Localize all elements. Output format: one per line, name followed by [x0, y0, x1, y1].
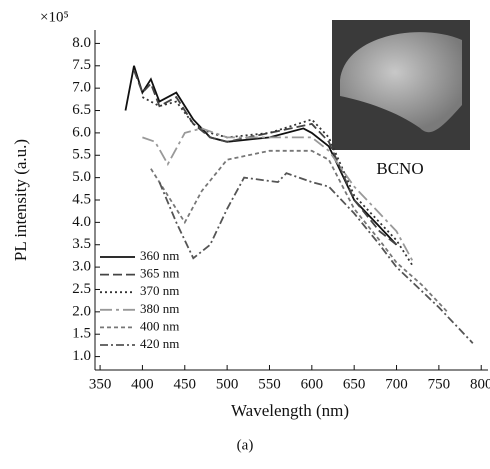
legend-label: 365 nm	[140, 266, 179, 281]
y-tick-label: 6.5	[72, 102, 91, 118]
x-tick-label: 700	[385, 376, 408, 392]
x-tick-label: 350	[89, 376, 112, 392]
x-tick-label: 550	[258, 376, 281, 392]
series-line	[158, 172, 474, 344]
series-line	[150, 149, 448, 313]
y-tick-label: 5.0	[72, 169, 91, 185]
x-tick-label: 600	[301, 376, 324, 392]
y-tick-label: 8.0	[72, 35, 91, 51]
y-tick-label: 3.5	[72, 236, 91, 252]
series-line	[141, 96, 415, 268]
x-axis-label: Wavelength (nm)	[231, 401, 349, 420]
y-tick-label: 4.5	[72, 191, 91, 207]
inset-label: BCNO	[376, 159, 423, 178]
legend-label: 380 nm	[140, 301, 179, 316]
series-line	[133, 69, 398, 246]
y-tick-label: 7.5	[72, 57, 91, 73]
series-line	[142, 127, 415, 264]
y-tick-label: 1.5	[72, 326, 91, 342]
x-tick-label: 800	[470, 376, 490, 392]
legend-label: 420 nm	[140, 336, 179, 351]
y-tick-label: 1.0	[72, 348, 91, 364]
y-tick-label: 2.0	[72, 303, 91, 319]
y-tick-label: 5.5	[72, 147, 91, 163]
legend-label: 360 nm	[140, 248, 179, 263]
y-tick-label: 7.0	[72, 80, 91, 96]
legend-label: 400 nm	[140, 318, 179, 333]
y-tick-label: 4.0	[72, 214, 91, 230]
y-tick-label: 6.0	[72, 124, 91, 140]
multiplier-label: ×10⁵	[40, 9, 69, 25]
x-tick-label: 750	[428, 376, 451, 392]
series-line	[124, 65, 398, 246]
inset-sample	[340, 32, 462, 133]
y-axis-label: PL intensity (a.u.)	[11, 139, 30, 261]
x-tick-label: 500	[216, 376, 239, 392]
x-tick-label: 650	[343, 376, 366, 392]
x-tick-label: 450	[174, 376, 197, 392]
caption: (a)	[237, 437, 254, 453]
x-tick-label: 400	[131, 376, 154, 392]
y-tick-label: 3.0	[72, 259, 91, 275]
legend-label: 370 nm	[140, 283, 179, 298]
y-tick-label: 2.5	[72, 281, 91, 297]
